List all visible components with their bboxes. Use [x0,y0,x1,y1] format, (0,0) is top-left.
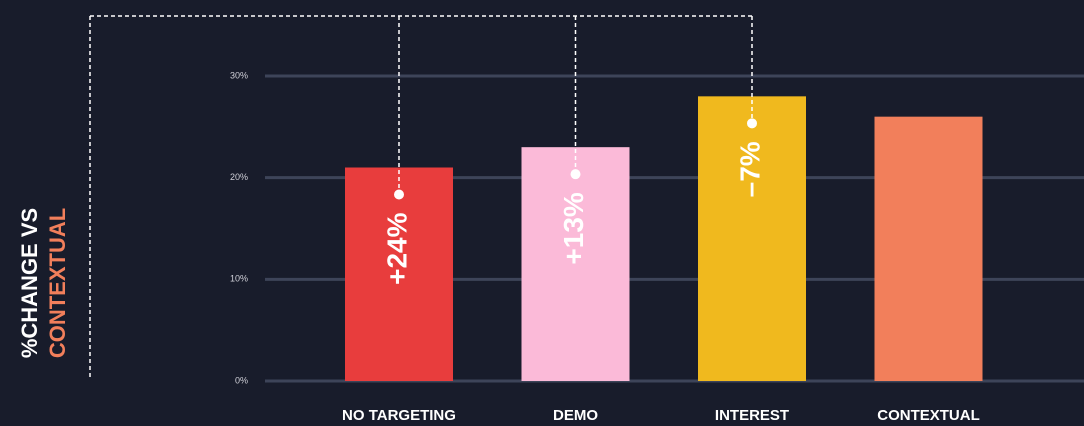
y-axis-label: %CHANGE VS [17,208,42,358]
bar [874,116,983,382]
connector-dot [747,118,757,129]
x-tick-label: NO TARGETING [342,407,456,424]
x-tick-label: DEMO [553,407,598,424]
connector-dot [394,189,404,200]
annotation: +24% [381,212,412,284]
x-tick-label: INTEREST [715,407,789,424]
x-tick-label: CONTEXTUAL [877,407,980,424]
y-tick-label: 10% [230,274,248,284]
annotation: –7% [734,141,765,197]
bar [345,167,453,381]
annotation: +13% [558,192,589,264]
y-axis-label: CONTEXTUAL [45,208,70,358]
y-tick-label: 0% [235,375,248,385]
y-tick-label: 20% [230,172,248,182]
bar [698,96,806,381]
connector-dot [570,169,581,180]
y-tick-label: 30% [230,70,248,80]
bar [521,147,630,381]
